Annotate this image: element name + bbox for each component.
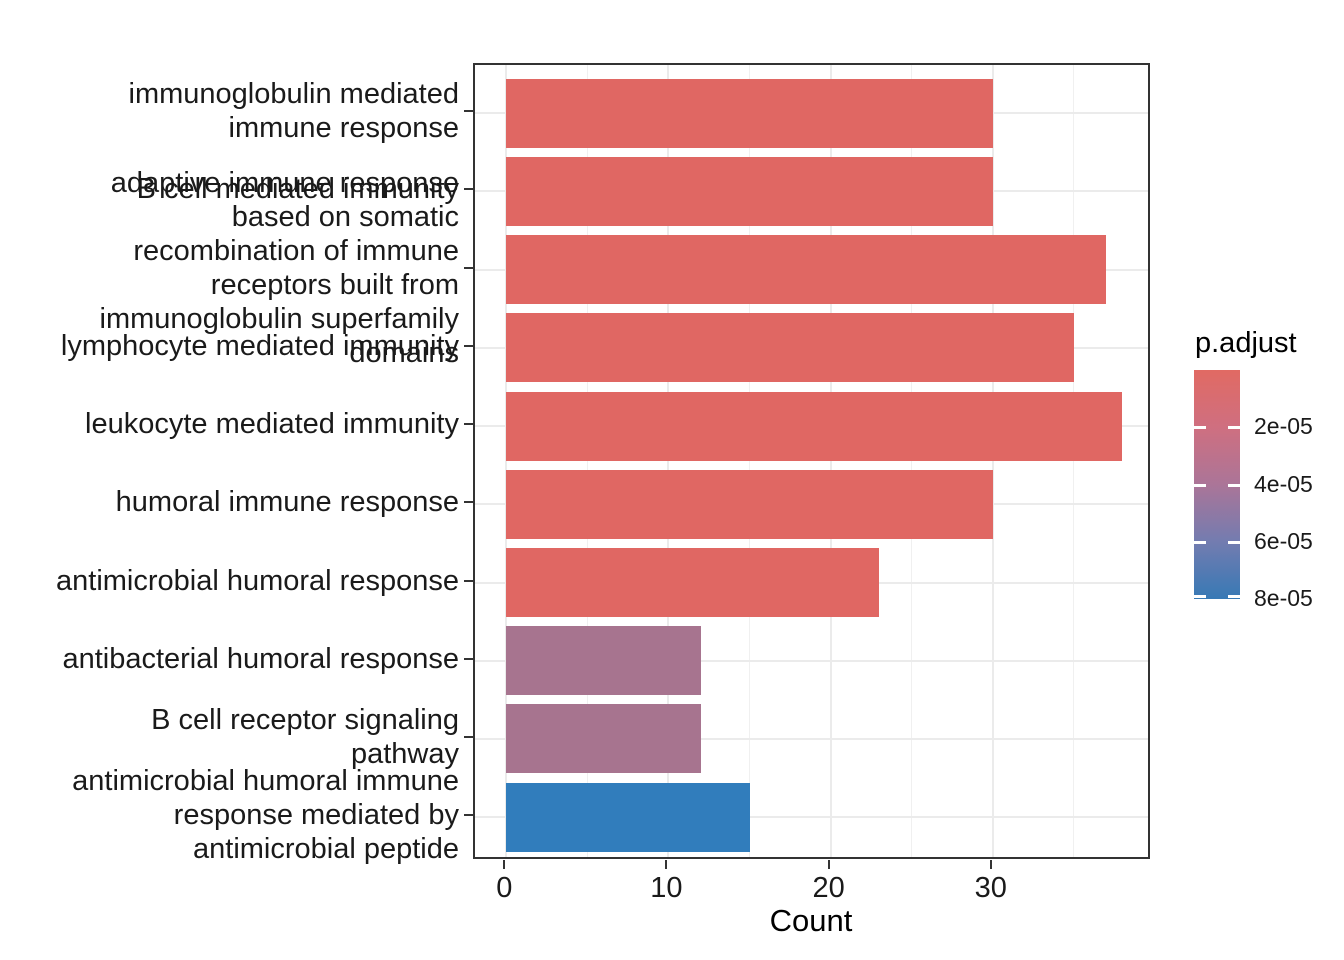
x-axis-tick — [665, 860, 668, 869]
plot-panel — [473, 63, 1150, 859]
bar — [506, 548, 880, 618]
legend-tick-mark — [1194, 426, 1206, 430]
x-axis-title: Count — [769, 903, 853, 938]
x-axis-tick — [503, 860, 506, 869]
gridline-x-major — [829, 65, 832, 857]
y-axis-label: humoral immune response — [115, 486, 459, 519]
y-axis-tick — [464, 735, 473, 738]
legend: p.adjust 2e-05 4e-05 6e-05 8e-05 — [1180, 325, 1344, 625]
y-axis-tick — [464, 188, 473, 191]
y-axis-label: adaptive immune response based on somati… — [99, 166, 459, 369]
y-axis-tick — [464, 344, 473, 347]
legend-tick-mark — [1228, 483, 1240, 487]
bar — [506, 704, 701, 774]
bar — [506, 782, 750, 852]
x-axis-tick-label: 30 — [974, 872, 1007, 904]
gridline-y-major — [475, 659, 1148, 662]
legend-tick-label: 6e-05 — [1254, 527, 1313, 554]
x-axis-tick-label: 0 — [496, 872, 513, 904]
gridline-x-minor — [749, 65, 751, 857]
legend-tick-label: 4e-05 — [1254, 470, 1313, 497]
legend-title: p.adjust — [1195, 327, 1297, 359]
y-axis-label: lymphocyte mediated immunity — [60, 329, 459, 362]
legend-tick-mark — [1228, 540, 1240, 544]
bar — [506, 235, 1107, 305]
y-axis-tick — [464, 814, 473, 817]
bar — [506, 469, 993, 539]
y-axis-label: immunoglobulin mediated immune response — [128, 78, 459, 145]
gridline-x-minor — [1073, 65, 1075, 857]
legend-tick-mark — [1194, 483, 1206, 487]
bar — [506, 156, 993, 226]
x-axis-tick-label: 10 — [650, 872, 683, 904]
bar — [506, 78, 993, 148]
y-axis-label: B cell receptor signaling pathway — [151, 703, 459, 770]
legend-tick-mark — [1194, 595, 1206, 598]
gridline-x-minor — [911, 65, 913, 857]
x-axis-tick — [989, 860, 992, 869]
x-axis-tick — [827, 860, 830, 869]
legend-tick-mark — [1228, 426, 1240, 430]
legend-tick-mark — [1228, 595, 1240, 598]
legend-tick-label: 2e-05 — [1254, 413, 1313, 440]
y-axis-tick — [464, 423, 473, 426]
y-axis-label: antimicrobial humoral response — [56, 564, 459, 597]
bar — [506, 313, 1074, 383]
gridline-x-major — [667, 65, 670, 857]
y-axis-label: antimicrobial humoral immune response me… — [72, 765, 459, 866]
y-axis-tick — [464, 266, 473, 269]
legend-colorbar — [1194, 370, 1240, 599]
bar — [506, 391, 1123, 461]
x-axis-tick-label: 20 — [812, 872, 845, 904]
legend-tick-mark — [1194, 540, 1206, 544]
y-axis-label: leukocyte mediated immunity — [85, 408, 459, 441]
bar — [506, 626, 701, 696]
gridline-y-major — [475, 816, 1148, 819]
gridline-x-major — [991, 65, 994, 857]
y-axis-label: B cell mediated immunity — [136, 173, 459, 206]
y-axis-tick — [464, 657, 473, 660]
y-axis-tick — [464, 579, 473, 582]
y-axis-tick — [464, 501, 473, 504]
legend-tick-label: 8e-05 — [1254, 585, 1313, 611]
gridline-y-major — [475, 737, 1148, 740]
gridline-x-minor — [586, 65, 588, 857]
gridline-x-major — [505, 65, 508, 857]
y-axis-tick — [464, 110, 473, 113]
y-axis-label: antibacterial humoral response — [62, 642, 459, 675]
